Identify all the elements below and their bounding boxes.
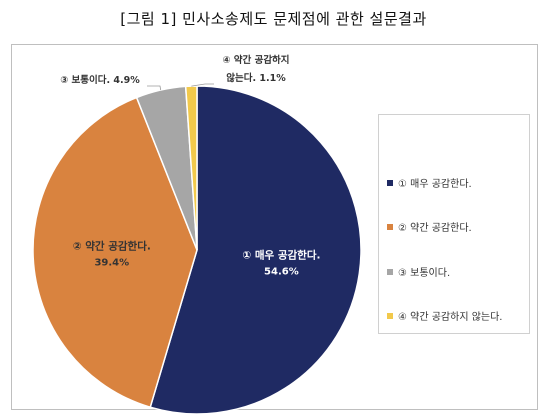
legend-item-somewhat-agree: ② 약간 공감한다. [387, 219, 472, 234]
leader-line-somewhat-disagree [191, 83, 214, 87]
legend-swatch-very-agree [387, 179, 393, 186]
slice-label-neutral: ③ 보통이다. 4.9% [60, 74, 140, 86]
legend-label-neutral: ③ 보통이다. [398, 268, 451, 279]
legend-label-somewhat-agree: ② 약간 공감한다. [398, 223, 472, 234]
slice-label-somewhat-disagree-line1: ④ 약간 공감하지 [222, 54, 289, 66]
legend-item-somewhat-disagree: ④ 약간 공감하지 않는다. [387, 308, 502, 323]
chart-legend: ① 매우 공감한다. ② 약간 공감한다. ③ 보통이다. ④ 약간 공감하지 … [378, 114, 530, 334]
slice-value-very-agree: 54.6% [264, 266, 299, 277]
figure-title: [그림 1] 민사소송제도 문제점에 관한 설문결과 [120, 10, 427, 28]
legend-label-somewhat-disagree: ④ 약간 공감하지 않는다. [398, 312, 503, 323]
legend-item-very-agree: ① 매우 공감한다. [387, 175, 472, 190]
legend-swatch-somewhat-agree [387, 223, 393, 230]
slice-label-somewhat-agree: ② 약간 공감한다. [73, 240, 151, 253]
leader-line-neutral [147, 85, 162, 91]
slice-label-very-agree: ① 매우 공감한다. [242, 248, 320, 261]
slice-label-somewhat-disagree-line2: 않는다. 1.1% [226, 72, 286, 84]
slice-somewhat-agree [32, 96, 198, 409]
slice-very-agree [149, 85, 362, 415]
slice-somewhat-disagree [184, 85, 198, 251]
legend-label-very-agree: ① 매우 공감한다. [398, 179, 472, 190]
legend-item-neutral: ③ 보통이다. [387, 264, 450, 279]
legend-swatch-somewhat-disagree [387, 312, 393, 319]
legend-swatch-neutral [387, 268, 393, 275]
slice-value-somewhat-agree: 39.4% [94, 258, 129, 269]
